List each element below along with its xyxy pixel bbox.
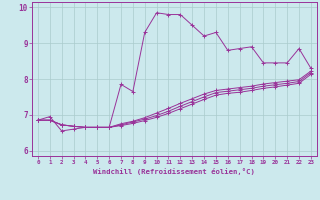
X-axis label: Windchill (Refroidissement éolien,°C): Windchill (Refroidissement éolien,°C) [93, 168, 255, 175]
